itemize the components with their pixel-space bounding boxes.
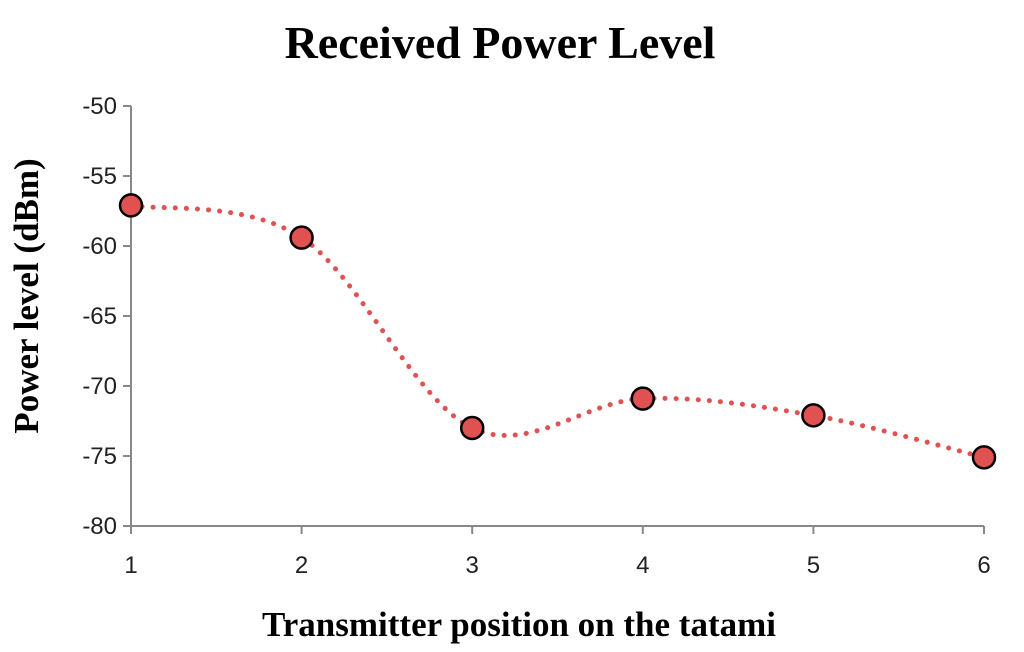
series-layer — [118, 193, 997, 470]
y-tick-label: -65 — [82, 303, 117, 330]
y-tick-label: -55 — [82, 163, 117, 190]
data-point — [630, 386, 656, 411]
y-tick-label: -60 — [82, 233, 117, 260]
x-axis-title: Transmitter position on the tatami — [262, 605, 776, 644]
data-point — [289, 225, 314, 250]
x-tick-label: 4 — [636, 552, 649, 579]
data-point — [459, 415, 485, 441]
y-tick-label: -70 — [82, 373, 117, 400]
y-tick-label: -50 — [82, 93, 117, 120]
x-tick-label: 6 — [977, 552, 990, 579]
x-tick-label: 3 — [466, 552, 479, 579]
x-tick-label: 5 — [807, 552, 820, 579]
y-axis-title: Power level (dBm) — [7, 158, 46, 433]
x-axis-ticks: 1 2 3 4 5 6 — [124, 526, 991, 579]
chart-title: Received Power Level — [285, 17, 716, 68]
data-point — [971, 445, 997, 470]
data-point — [801, 403, 826, 428]
y-tick-label: -80 — [82, 513, 117, 540]
data-point — [118, 193, 144, 218]
series-line — [128, 202, 987, 460]
x-tick-label: 2 — [295, 552, 308, 579]
y-tick-label: -75 — [82, 443, 117, 470]
x-tick-label: 1 — [124, 552, 137, 579]
y-axis-ticks: -50 -55 -60 -65 -70 -75 -80 — [82, 93, 131, 540]
